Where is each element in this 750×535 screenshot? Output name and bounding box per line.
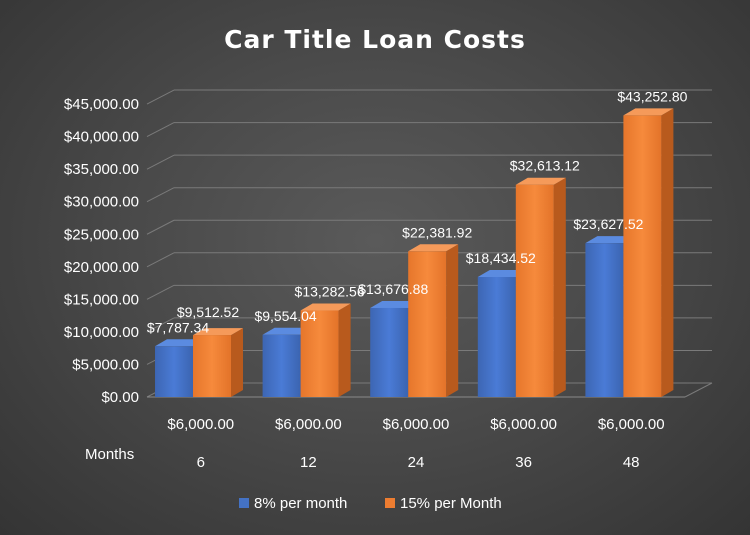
gridline-side xyxy=(146,252,175,268)
bar-top xyxy=(515,177,566,185)
bar-top xyxy=(623,108,674,116)
y-tick-label: $35,000.00 xyxy=(64,161,139,178)
chart-title: Car Title Loan Costs xyxy=(224,25,526,54)
y-tick-label: $25,000.00 xyxy=(64,226,139,243)
bar xyxy=(155,346,193,397)
x-axis: $6,000.00 6 $6,000.00 12 $6,000.00 24 $6,000.0… xyxy=(167,416,664,471)
y-tick-label: $40,000.00 xyxy=(64,129,139,146)
gridline-side xyxy=(146,122,175,138)
bar xyxy=(585,243,624,397)
data-label: $43,252.80 xyxy=(617,88,687,104)
x-tick-label: 48 xyxy=(623,454,640,471)
bar-top xyxy=(477,269,528,277)
legend-label: 15% per Month xyxy=(400,495,502,512)
legend-swatch xyxy=(385,498,395,508)
principal-label: $6,000.00 xyxy=(383,416,450,433)
bar-top xyxy=(155,339,205,347)
bar xyxy=(300,310,339,397)
legend: 8% per month 15% per Month xyxy=(239,495,502,512)
bar-side xyxy=(338,303,351,397)
data-label: $7,787.34 xyxy=(147,319,209,335)
bar xyxy=(262,334,301,397)
bar xyxy=(408,251,447,397)
x-tick-label: 24 xyxy=(408,454,425,471)
bar-top xyxy=(585,236,636,244)
gridline-side xyxy=(146,219,175,235)
x-tick-label: 12 xyxy=(300,454,317,471)
principal-label: $6,000.00 xyxy=(490,416,557,433)
bar xyxy=(193,335,231,397)
gridline-side xyxy=(146,154,175,170)
data-label: $9,554.04 xyxy=(254,308,316,324)
y-tick-label: $45,000.00 xyxy=(64,96,139,113)
y-tick-label: $15,000.00 xyxy=(64,291,139,308)
data-label: $22,381.92 xyxy=(402,224,472,240)
bar-side xyxy=(446,244,459,397)
gridline-side xyxy=(146,187,175,203)
bar xyxy=(370,307,409,397)
bar-side xyxy=(553,177,566,397)
data-labels: $7,787.34$9,512.52 $9,554.04 $13,282.56$13… xyxy=(147,88,688,335)
principal-label: $6,000.00 xyxy=(167,416,234,433)
gridline-side xyxy=(146,89,175,105)
bar-top xyxy=(408,244,459,252)
principal-label: $6,000.00 xyxy=(598,416,665,433)
bar-side xyxy=(231,328,243,397)
data-label: $9,512.52 xyxy=(177,304,239,320)
y-axis: $0.00 $5,000.00 $10,000.00 $15,000.00 $20,00… xyxy=(64,96,139,406)
y-tick-label: $10,000.00 xyxy=(64,324,139,341)
principal-label: $6,000.00 xyxy=(275,416,342,433)
data-label: $18,434.52 xyxy=(466,250,536,266)
bar xyxy=(477,276,516,397)
bars xyxy=(155,108,674,398)
data-label: $23,627.52 xyxy=(573,216,643,232)
gridline-side xyxy=(146,284,175,300)
x-tick-label: 36 xyxy=(515,454,532,471)
data-label: $13,282.56 xyxy=(295,284,365,300)
x-tick-label: 6 xyxy=(197,454,205,471)
floor-edge-side xyxy=(684,382,713,398)
y-tick-label: $5,000.00 xyxy=(72,356,139,373)
y-tick-label: $30,000.00 xyxy=(64,194,139,211)
bar-top xyxy=(370,300,421,308)
bar-top xyxy=(262,327,313,335)
legend-label: 8% per month xyxy=(254,495,347,512)
months-label: Months xyxy=(85,446,134,463)
bar-top xyxy=(193,328,243,336)
y-tick-label: $0.00 xyxy=(101,389,139,406)
gridline-side xyxy=(146,317,175,333)
bar xyxy=(623,115,662,398)
bar xyxy=(515,184,554,397)
y-tick-label: $20,000.00 xyxy=(64,259,139,276)
data-label: $32,613.12 xyxy=(510,158,580,174)
bar-top xyxy=(300,303,351,311)
bar-side xyxy=(661,108,674,398)
data-label: $13,676.88 xyxy=(358,281,428,297)
legend-swatch xyxy=(239,498,249,508)
